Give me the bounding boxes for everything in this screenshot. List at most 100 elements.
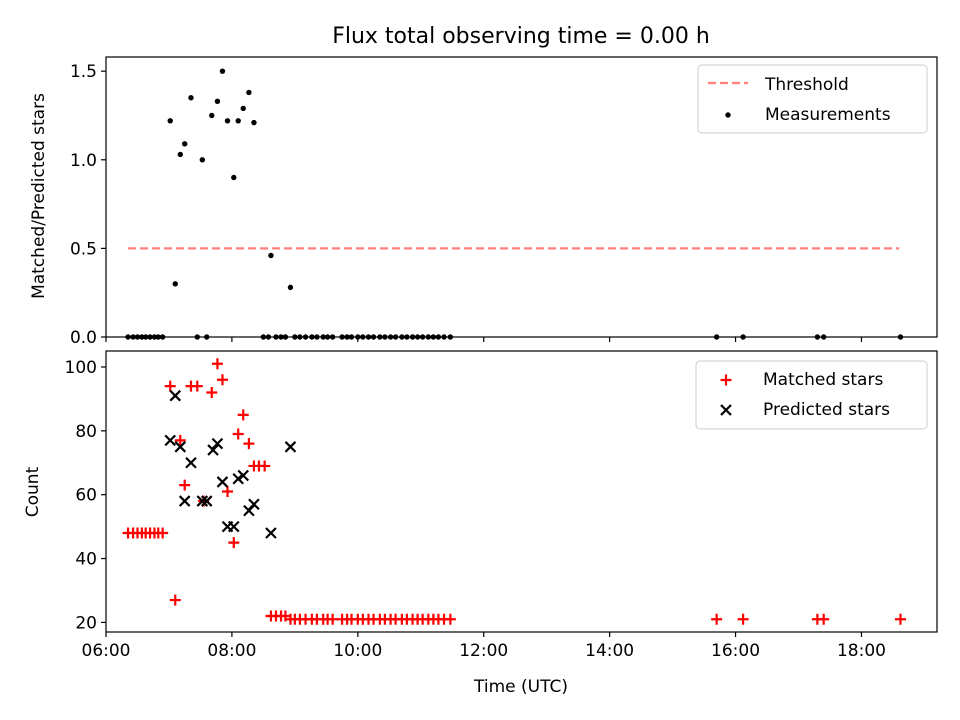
bottom-xtick-label: 08:00: [207, 641, 256, 661]
measurement-point: [177, 151, 183, 158]
measurement-point: [134, 334, 141, 340]
bottom-panel: 20 40 60 80 100 06:00 08:00 10:00 12:00 14:00 16:0…: [65, 350, 938, 661]
measurement-point: [355, 334, 361, 340]
predicted-star-point: [248, 498, 260, 511]
measurement-point: [246, 89, 252, 96]
measurement-point: [297, 334, 303, 340]
measurement-point: [159, 334, 166, 340]
bottom-frame: [105, 350, 938, 633]
measurement-point: [292, 334, 298, 340]
measurement-point: [278, 334, 284, 340]
measurement-point: [130, 334, 136, 340]
measurement-point: [125, 334, 131, 340]
predicted-star-point: [211, 437, 224, 450]
measurement-point: [897, 334, 904, 340]
measurement-point: [814, 334, 821, 340]
legend-measurements-label: Measurements: [765, 105, 891, 125]
top-ytick-label: 1.0: [70, 151, 97, 171]
legend-matched-label: Matched stars: [763, 370, 883, 390]
bottom-legend-box: [695, 360, 928, 430]
measurement-point: [713, 334, 720, 340]
matched-star-point: [228, 537, 240, 549]
matched-star-point: [243, 438, 255, 450]
chart-title: Flux total observing time = 0.00 h: [332, 24, 710, 49]
measurement-point: [365, 334, 372, 340]
bottom-xtick-label: 16:00: [711, 641, 760, 661]
bottom-xtick-label: 12:00: [459, 641, 508, 661]
measurement-point: [314, 334, 320, 340]
bottom-ytick-label: 40: [75, 550, 97, 570]
bottom-ytick-label: 80: [75, 422, 97, 442]
matched-star-point: [211, 358, 223, 370]
measurement-point: [339, 334, 345, 340]
predicted-star-point: [232, 472, 244, 485]
measurement-point: [740, 334, 746, 340]
legend-threshold-label: Threshold: [764, 75, 849, 95]
measurement-point: [302, 334, 309, 340]
measurement-point: [282, 334, 289, 340]
measurement-point: [204, 334, 210, 340]
top-panel: 0.0 0.5 1.0 1.5 Threshold Measurements: [70, 56, 938, 348]
measurement-point: [820, 334, 827, 340]
predicted-star-point: [164, 434, 176, 447]
measurement-point: [382, 334, 388, 340]
matched-star-point: [191, 380, 203, 392]
bottom-xtick-label: 10:00: [333, 641, 382, 661]
top-legend: Threshold Measurements: [697, 64, 928, 134]
predicted-star-point: [284, 441, 297, 453]
measurement-point: [309, 334, 315, 340]
measurement-point: [214, 98, 221, 105]
predicted-star-point: [228, 520, 240, 533]
predicted-star-point: [196, 495, 209, 507]
matched-star-point: [444, 613, 456, 625]
top-ytick-label: 0.5: [70, 239, 97, 259]
matched-star-point: [259, 460, 271, 472]
matched-star-point: [711, 613, 723, 625]
matched-star-point: [169, 594, 181, 606]
legend-predicted-swatch: [720, 404, 732, 416]
top-frame: [105, 56, 938, 338]
predicted-star-point: [207, 444, 219, 456]
measurement-point: [139, 334, 145, 340]
measurement-point: [219, 68, 226, 74]
measurement-point: [392, 334, 399, 340]
measurement-point: [155, 334, 161, 340]
matched-star-point: [222, 486, 234, 497]
measurement-point: [181, 141, 188, 147]
measurement-point: [399, 334, 405, 340]
bottom-ytick-label: 100: [65, 358, 97, 378]
predicted-star-point: [200, 495, 213, 507]
measurement-point: [231, 174, 237, 181]
measurement-point: [320, 334, 326, 340]
matched-star-point: [232, 428, 244, 440]
bottom-xtick-label: 14:00: [585, 641, 634, 661]
legend-predicted-label: Predicted stars: [763, 400, 890, 420]
measurement-point: [188, 95, 194, 101]
measurement-point: [260, 334, 267, 340]
legend-matched-swatch: [720, 374, 732, 386]
top-ylabel: Matched/Predicted stars: [29, 93, 49, 299]
top-ytick-label: 1.5: [70, 62, 97, 82]
measurement-point: [265, 334, 272, 340]
matched-star-point: [894, 613, 906, 625]
top-legend-box: [697, 64, 928, 134]
predicted-star-point: [178, 495, 191, 507]
bottom-ylabel: Count: [23, 466, 43, 517]
matched-star-point: [327, 613, 339, 625]
bottom-xtick-label: 06:00: [82, 641, 131, 661]
measurement-point: [409, 334, 416, 340]
measurement-point: [199, 157, 206, 163]
measurement-point: [273, 334, 279, 340]
measurement-point: [240, 105, 246, 112]
top-ytick-label: 0.0: [70, 328, 97, 348]
measurement-point: [404, 334, 410, 340]
measurement-point: [167, 118, 173, 124]
matched-star-point: [216, 374, 228, 386]
measurement-point: [387, 334, 394, 340]
measurement-point: [209, 112, 215, 119]
matched-star-point: [157, 527, 169, 539]
measurement-point: [430, 334, 437, 340]
measurement-point: [419, 334, 426, 340]
predicted-star-point: [265, 527, 277, 539]
